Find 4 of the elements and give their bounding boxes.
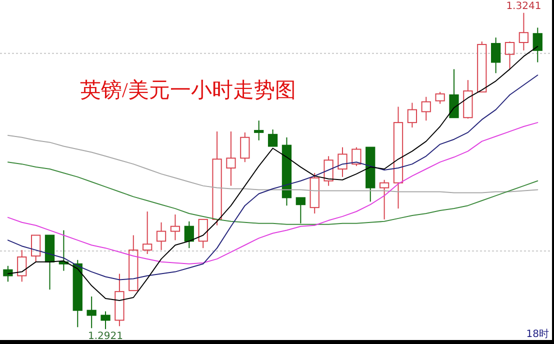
annotation: 1.2921 xyxy=(88,331,124,342)
annotation: 1.3241 xyxy=(506,0,542,12)
title: 英镑/美元一小时走势图 xyxy=(80,78,296,102)
x-tick-label: 18时 xyxy=(526,328,550,340)
